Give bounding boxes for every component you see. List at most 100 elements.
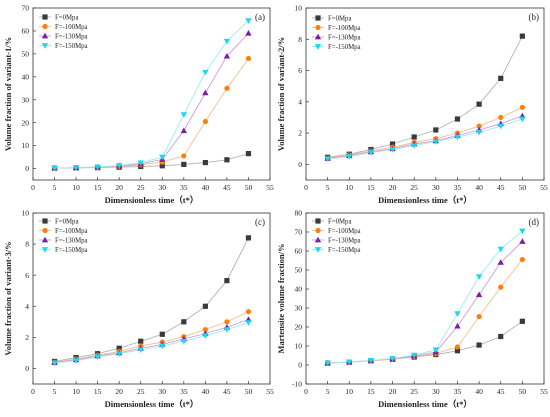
y-tick-label: 8: [298, 35, 302, 44]
series-line-3: [327, 241, 523, 364]
y-tick-label: 4: [298, 97, 302, 106]
data-point: [245, 55, 252, 62]
series-line-2: [327, 259, 523, 364]
data-point: [224, 319, 230, 325]
x-tick-label: 45: [223, 387, 231, 396]
y-tick-label: 6: [25, 271, 29, 280]
x-tick-label: 15: [367, 183, 375, 192]
y-tick-label: 10: [295, 342, 303, 351]
x-tick-label: 5: [53, 387, 57, 396]
data-point: [202, 118, 208, 125]
x-tick-label: 50: [245, 183, 253, 192]
legend-entry: F=-100Mpa: [328, 228, 361, 235]
data-point: [497, 123, 504, 130]
data-point: [497, 259, 504, 265]
legend-marker: [42, 227, 48, 234]
data-point: [137, 160, 144, 166]
data-point: [72, 165, 80, 171]
series-line-3: [327, 115, 523, 159]
panel-label: (d): [529, 217, 540, 227]
data-point: [223, 52, 231, 59]
y-axis-title: Volume fraction of variant-1/%: [3, 37, 13, 151]
data-point: [475, 274, 483, 280]
y-tick-label: 60: [295, 247, 303, 256]
data-point: [497, 246, 504, 253]
y-tick-label: 2: [298, 129, 302, 138]
data-point: [245, 30, 252, 36]
data-point: [202, 89, 209, 96]
x-tick-label: 25: [410, 183, 418, 192]
data-point: [519, 228, 526, 235]
data-point: [454, 134, 461, 141]
x-tick-label: 0: [31, 183, 35, 192]
series-line-1: [327, 320, 523, 364]
data-point: [202, 333, 209, 340]
data-point: [519, 33, 525, 39]
x-tick-label: 15: [94, 387, 102, 396]
data-point: [454, 348, 461, 354]
data-point: [202, 303, 208, 309]
data-point: [94, 354, 101, 360]
panel-label: (c): [255, 217, 265, 227]
data-point: [519, 256, 525, 263]
data-point: [519, 116, 526, 123]
data-point: [346, 154, 353, 160]
legend-marker: [42, 14, 48, 20]
data-point: [432, 139, 440, 145]
data-point: [224, 157, 230, 163]
x-axis-title: Dimensionless time（t*）: [378, 195, 472, 205]
y-axis-title: Martensite volume fraction/%: [276, 244, 286, 354]
data-point: [367, 150, 375, 156]
data-point: [202, 326, 208, 333]
data-point: [410, 143, 418, 149]
x-tick-label: 10: [346, 387, 354, 396]
x-tick-label: 10: [346, 183, 354, 192]
data-point: [159, 343, 166, 350]
data-point: [245, 309, 252, 315]
x-tick-label: 15: [367, 387, 375, 396]
x-tick-label: 10: [72, 387, 80, 396]
x-tick-label: 30: [432, 183, 440, 192]
x-tick-label: 55: [266, 183, 274, 192]
chart-panel-2: 0 5 10 15 20 25 30 35 40 45 50 55 0 2 4 6 8 10 Dimensionle…: [276, 4, 548, 205]
legend-entry: F=-150Mpa: [55, 43, 88, 50]
x-tick-label: 20: [115, 387, 123, 396]
data-point: [346, 359, 353, 366]
data-point: [324, 156, 331, 163]
series-line-4: [327, 230, 523, 364]
legend-marker: [41, 247, 49, 253]
data-point: [116, 345, 122, 351]
data-point: [245, 151, 252, 157]
x-tick-label: 20: [115, 183, 123, 192]
data-point: [202, 69, 209, 76]
x-tick-label: 20: [389, 183, 397, 192]
series-line-1: [54, 237, 249, 362]
legend-entry: F=0Mpa: [328, 16, 351, 23]
series-line-4: [54, 322, 249, 364]
x-axis-title: Dimensionless time（t*）: [105, 399, 199, 409]
data-point: [181, 161, 187, 168]
chart-panel-3: 0 5 10 15 20 25 30 35 40 45 50 55 0 2 4 6 8 10 Dimensionle…: [3, 209, 274, 409]
data-point: [475, 291, 483, 298]
data-point: [454, 322, 461, 329]
legend-entry: F=-130Mpa: [55, 34, 88, 41]
x-tick-label: 45: [497, 387, 505, 396]
data-point: [454, 344, 461, 350]
x-tick-label: 25: [137, 387, 145, 396]
legend-entry: F=-130Mpa: [328, 238, 361, 245]
x-tick-label: 35: [454, 387, 462, 396]
x-tick-label: 0: [304, 387, 308, 396]
y-tick-label: 10: [22, 209, 30, 218]
x-tick-label: 50: [519, 387, 527, 396]
x-tick-label: 40: [475, 387, 483, 396]
x-tick-label: 40: [202, 387, 210, 396]
y-tick-label: -10: [292, 380, 302, 389]
data-point: [432, 347, 440, 353]
legend-marker: [41, 32, 49, 39]
data-point: [159, 331, 165, 337]
data-point: [324, 360, 331, 367]
y-tick-label: 20: [22, 118, 30, 127]
data-point: [245, 18, 252, 24]
data-point: [115, 163, 123, 169]
